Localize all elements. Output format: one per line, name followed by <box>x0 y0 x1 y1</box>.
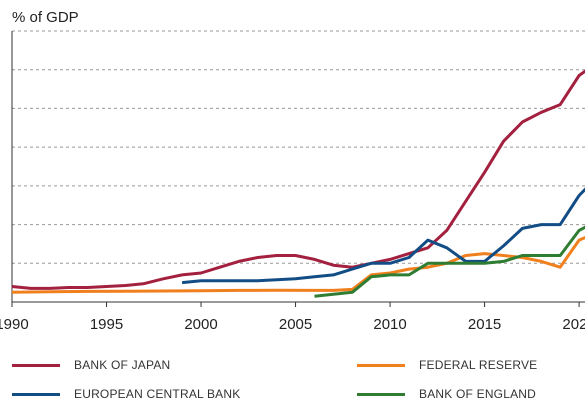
x-tick-label: 2020 <box>562 316 585 333</box>
series-line-bank-of-japan <box>11 69 585 290</box>
x-tick-label: 1990 <box>0 316 29 333</box>
x-tick-label: 1995 <box>90 316 123 333</box>
x-tick-label: 2000 <box>184 316 217 333</box>
x-tick-label: 2005 <box>279 316 312 333</box>
series-lines <box>11 69 585 298</box>
series-line-european-central-bank <box>181 187 585 285</box>
x-tick-label: 2015 <box>468 316 501 333</box>
series-line-bank-of-england <box>314 225 585 298</box>
x-ticks: 1990 1995 2000 2005 2010 2015 2020 <box>0 302 585 333</box>
series-line-federal-reserve <box>11 236 585 294</box>
y-axis-label: % of GDP <box>12 9 79 26</box>
x-tick-label: 2010 <box>373 316 406 333</box>
